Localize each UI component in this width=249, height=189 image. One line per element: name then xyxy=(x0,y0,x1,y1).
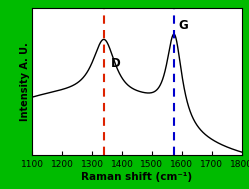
Text: G: G xyxy=(179,19,188,32)
Y-axis label: Intensity A. U.: Intensity A. U. xyxy=(20,42,30,121)
Text: D: D xyxy=(111,57,121,70)
X-axis label: Raman shift (cm⁻¹): Raman shift (cm⁻¹) xyxy=(81,172,192,182)
